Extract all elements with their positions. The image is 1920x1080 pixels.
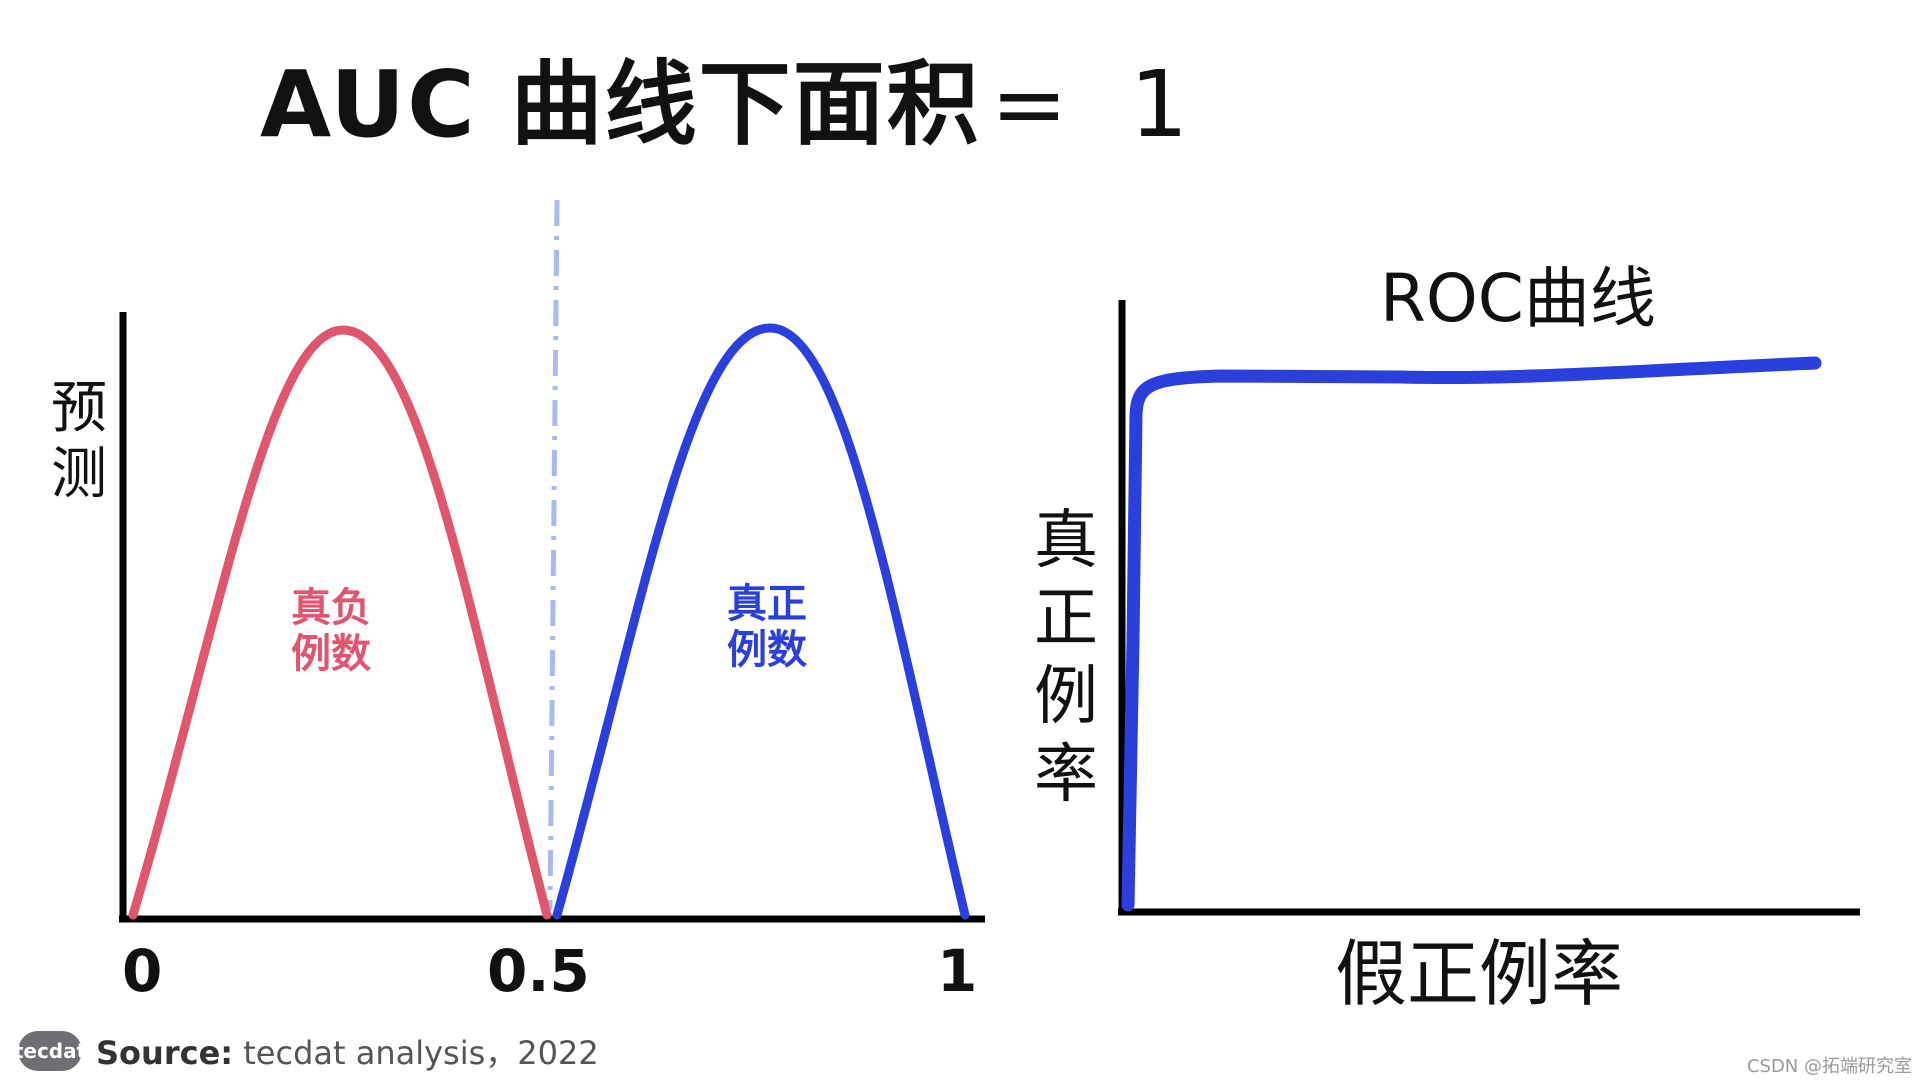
page-title: AUC 曲线下面积 = 1 (260, 30, 1190, 163)
negative-curve (128, 325, 552, 920)
roc-curve (1121, 356, 1822, 912)
negative-label-line: 真负 (291, 585, 371, 631)
roc-y-label-char: 率 (1034, 738, 1098, 812)
left-y-label-char: 预 (51, 376, 107, 441)
title-text: AUC 曲线下面积 (260, 51, 981, 158)
roc-y-label: 真 正 例 率 (1026, 502, 1106, 814)
title-equals: = (990, 51, 1070, 158)
x-tick-1: 1 (937, 937, 978, 1005)
left-y-label-char: 测 (51, 442, 107, 507)
roc-x-label: 假正例率 (1335, 932, 1624, 1016)
positive-label: 真正 例数 (717, 581, 817, 673)
roc-y-label-char: 正 (1034, 582, 1098, 656)
positive-label-line: 例数 (727, 627, 807, 673)
x-tick-0: 0 (122, 937, 163, 1005)
source-text: Source: tecdat analysis，2022 (96, 1028, 599, 1074)
source-label: Source: (96, 1034, 234, 1072)
threshold-line (547, 199, 560, 911)
watermark: CSDN @拓端研究室 (1746, 1056, 1912, 1077)
negative-label-line: 例数 (291, 631, 371, 677)
roc-y-label-char: 例 (1034, 660, 1098, 734)
roc-y-label-char: 真 (1034, 504, 1098, 578)
tecdat-logo: tecdat (14, 1031, 86, 1071)
roc-title: ROC曲线 (1380, 260, 1656, 337)
source-footer: tecdat Source: tecdat analysis，2022 (14, 1028, 599, 1074)
left-y-label: 预 测 (46, 376, 112, 508)
title-value: 1 (1129, 51, 1191, 158)
positive-curve (552, 323, 970, 920)
positive-label-line: 真正 (727, 581, 807, 627)
x-tick-0-5: 0.5 (487, 937, 590, 1005)
source-value: tecdat analysis，2022 (233, 1034, 599, 1072)
negative-label: 真负 例数 (281, 585, 381, 677)
